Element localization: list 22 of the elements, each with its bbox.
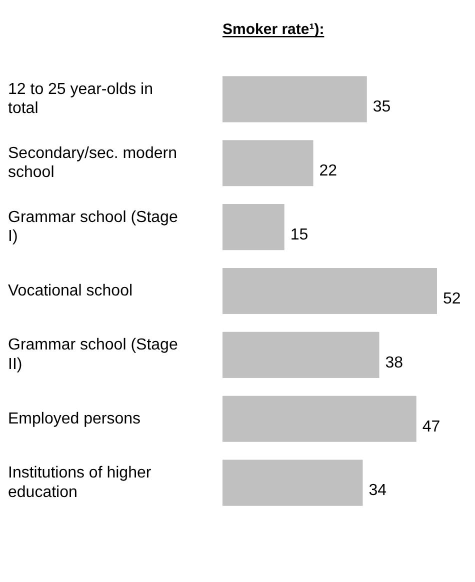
- data-label: 34: [368, 482, 387, 500]
- y-tick-label: Vocational school: [8, 282, 133, 300]
- y-tick-label: Grammar school (Stage II): [8, 336, 178, 373]
- y-tick-label: Grammar school (Stage I): [8, 208, 178, 246]
- data-label: 47: [422, 418, 440, 436]
- chart-title: Smoker rate¹):: [222, 21, 324, 38]
- y-tick-label: Secondary/sec. modern school: [8, 144, 177, 182]
- bar: [222, 204, 284, 250]
- bar: [222, 396, 416, 442]
- data-label: 35: [372, 98, 391, 116]
- bar: [222, 268, 437, 314]
- bar: [222, 76, 367, 122]
- data-label: 52: [443, 290, 461, 308]
- y-tick-label: Institutions of higher education: [8, 464, 152, 501]
- bar: [222, 140, 314, 186]
- y-tick-label: Employed persons: [8, 410, 141, 428]
- y-tick-label: 12 to 25 year-olds in total: [8, 80, 153, 118]
- data-label: 15: [290, 226, 308, 244]
- bar: [222, 460, 363, 506]
- bar: [222, 332, 380, 378]
- data-label: 38: [385, 354, 404, 372]
- data-label: 22: [319, 162, 338, 180]
